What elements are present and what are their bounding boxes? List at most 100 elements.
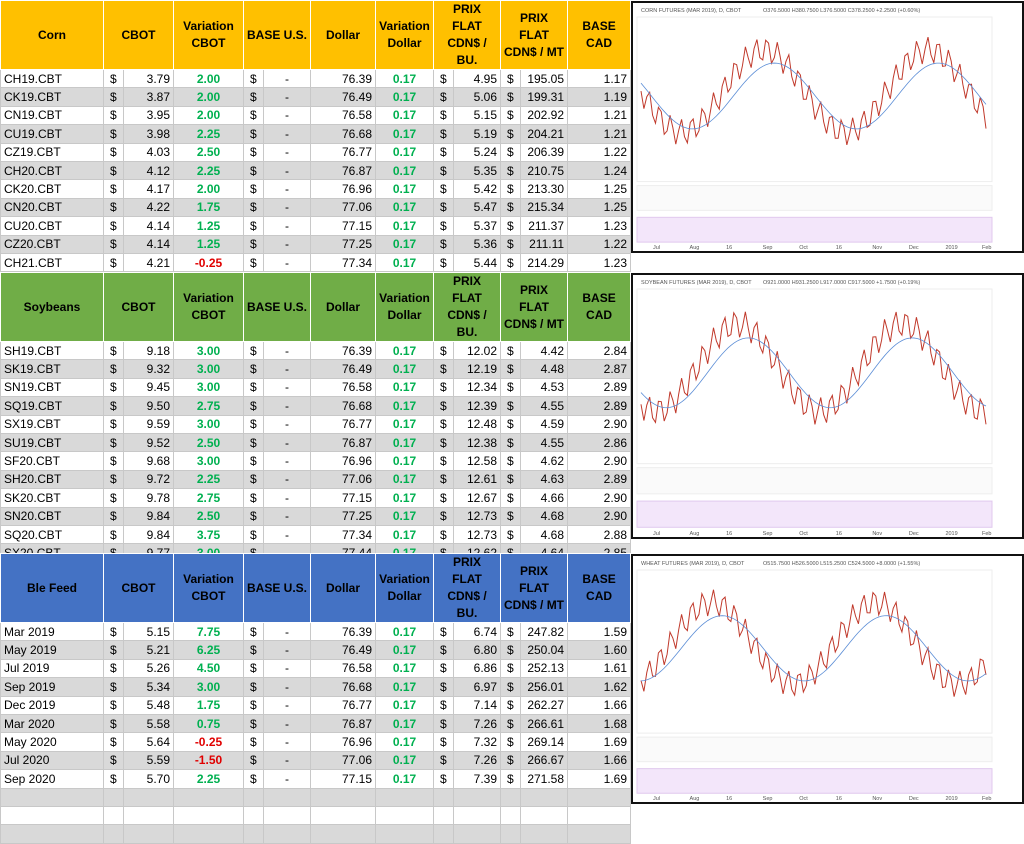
data-row: CN19.CBT $3.95 2.00 $ -76.58 0.17 $5.15 $202.92… [0,105,632,126]
price-pane [636,288,993,465]
cell: - [262,488,312,508]
cell: $ [433,142,455,162]
cell: $ [103,732,124,752]
cell: - [262,124,312,144]
cell: $ [433,451,455,471]
cell: $ [103,340,124,361]
cell: $ [433,695,455,715]
cell: Sep 2020 [0,769,104,789]
cell: 4.14 [123,216,174,236]
cell: 210.75 [520,160,569,181]
cell: 2.90 [567,488,632,508]
cell: 9.68 [123,451,174,471]
cell: 4.66 [520,488,569,508]
header-cell: PRIX FLAT CDN$ / MT [500,0,569,70]
x-label: Dec [909,796,919,802]
cell [262,787,312,807]
cell: 4.21 [123,252,174,273]
cell: - [262,160,312,181]
x-label: Oct [799,531,808,537]
cell: $ [103,160,124,181]
cell: 4.62 [520,451,569,471]
cell: 2.00 [173,68,244,89]
cell: 76.96 [310,179,377,199]
cell: $ [433,234,455,254]
price-line [640,311,987,425]
x-label: 16 [836,245,842,251]
cell: 76.39 [310,68,377,89]
macd-pane [636,736,993,763]
cell: 1.25 [173,234,244,254]
header-cell: CBOT [103,0,174,70]
cell: $ [243,621,264,642]
cell: $ [243,524,264,545]
cell: 1.19 [567,87,632,107]
cell: $ [103,197,124,218]
cell [500,787,522,807]
data-row: CZ19.CBT $4.03 2.50 $ -76.77 0.17 $5.24 $206.39… [0,142,632,162]
cell: $ [500,359,522,379]
cell [567,824,632,844]
cell: $ [500,677,522,697]
cell: 202.92 [520,105,569,126]
cell: SN19.CBT [0,377,104,398]
cell: 2.89 [567,469,632,490]
cell: SH19.CBT [0,340,104,361]
cell: 4.50 [173,658,244,679]
cell [243,805,264,826]
cell: 2.50 [173,142,244,162]
x-label: Dec [909,245,919,251]
data-row: CN20.CBT $4.22 1.75 $ -77.06 0.17 $5.47 $215.34… [0,197,632,218]
cell: $ [103,621,124,642]
cell: 0.17 [375,732,435,752]
rsi-pane [636,768,993,794]
cell: 4.12 [123,160,174,181]
cell: 0.17 [375,469,435,490]
cell: 0.17 [375,750,435,771]
x-label: Jul [653,245,660,251]
cell: $ [500,524,522,545]
header-row: Corn CBOT Variation CBOT BASE U.S. Dollar Var… [0,0,632,70]
data-row: CK19.CBT $3.87 2.00 $ -76.49 0.17 $5.06 $199.31… [0,87,632,107]
cell: 1.66 [567,695,632,715]
cell: 2.88 [567,524,632,545]
data-row: CK20.CBT $4.17 2.00 $ -76.96 0.17 $5.42 $213.30… [0,179,632,199]
cell: $ [103,179,124,199]
cell: $ [103,769,124,789]
cell: 76.68 [310,124,377,144]
avg-line [640,615,987,682]
cell: 3.00 [173,414,244,434]
cell: $ [500,713,522,734]
cell: SQ20.CBT [0,524,104,545]
cell: $ [243,197,264,218]
cell: 1.22 [567,142,632,162]
cell: $ [103,695,124,715]
cell: 77.15 [310,216,377,236]
cell: $ [243,142,264,162]
cell: 7.32 [453,732,502,752]
x-label: Nov [872,531,882,537]
cell: $ [500,695,522,715]
cell: - [262,658,312,679]
header-cell: BASE CAD [567,553,632,623]
cell: SK20.CBT [0,488,104,508]
cell: $ [243,732,264,752]
cell: - [262,506,312,526]
cell: 9.18 [123,340,174,361]
cell: 3.00 [173,340,244,361]
price-pane [636,569,993,734]
header-cell: CBOT [103,553,174,623]
cell [123,805,174,826]
cell: 0.17 [375,621,435,642]
cell [243,824,264,844]
cell [567,805,632,826]
cell: $ [500,68,522,89]
x-label: Sep [763,245,773,251]
cell: 214.29 [520,252,569,273]
cell: 5.70 [123,769,174,789]
cell: $ [433,252,455,273]
cell [375,805,435,826]
cell: 5.58 [123,713,174,734]
cell: 1.23 [567,216,632,236]
header-cell: PRIX FLAT CDN$ / MT [500,553,569,623]
